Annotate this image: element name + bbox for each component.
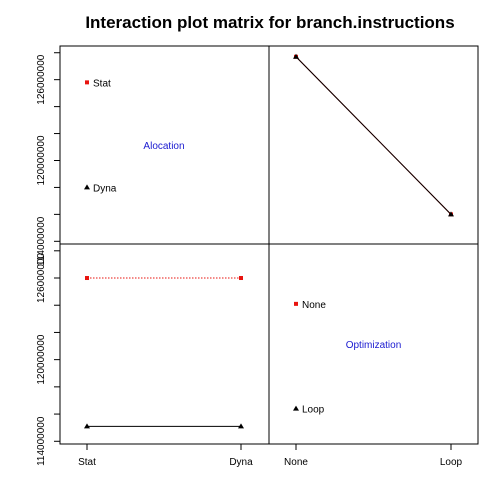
x-tick-label: Loop: [440, 457, 463, 468]
y-tick-label: 114000000: [36, 416, 47, 466]
bottom-right-panel: None Loop Optimization: [293, 300, 401, 416]
series-point: [239, 276, 243, 281]
y-tick-label: 120000000: [36, 334, 47, 384]
series-point: [85, 276, 89, 281]
level-marker: [85, 80, 89, 85]
x-axis: Stat Dyna None Loop: [78, 444, 463, 468]
level-marker: [293, 405, 299, 411]
axes: 1140000001200000001260000001140000001200…: [36, 52, 463, 468]
factor-name-label: Optimization: [346, 340, 402, 351]
level-label: Stat: [93, 78, 111, 89]
series-point: [84, 423, 90, 429]
level-marker: [294, 301, 298, 306]
y-tick-label: 120000000: [36, 135, 47, 185]
chart-title: Interaction plot matrix for branch.instr…: [85, 13, 454, 32]
bottom-left-panel: [84, 276, 244, 429]
y-tick-label: 126000000: [36, 253, 47, 303]
level-label: None: [302, 300, 326, 311]
series-line: [295, 56, 452, 215]
x-tick-label: Stat: [78, 457, 96, 468]
x-tick-label: Dyna: [229, 457, 253, 468]
y-tick-label: 114000000: [36, 216, 47, 266]
top-left-panel: Stat Dyna Alocation: [84, 78, 185, 194]
factor-name-label: Alocation: [143, 141, 184, 152]
plot-panels: Stat Dyna Alocation None Loop Optimization: [59, 45, 479, 445]
level-marker: [84, 184, 90, 190]
series-point: [238, 423, 244, 429]
level-label: Loop: [302, 405, 325, 416]
series-point: [293, 53, 299, 59]
x-tick-label: None: [284, 457, 308, 468]
y-axis-top: 114000000 120000000 126000000: [36, 52, 60, 266]
level-label: Dyna: [93, 183, 117, 194]
y-tick-label: 126000000: [36, 54, 47, 104]
top-right-panel: [293, 53, 454, 217]
y-axis-bottom: 114000000 120000000 126000000: [36, 250, 60, 466]
series-point: [448, 211, 454, 217]
